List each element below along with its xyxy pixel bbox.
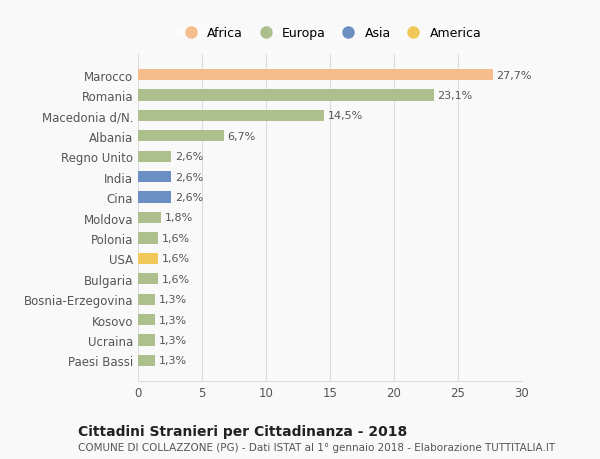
Text: 2,6%: 2,6%: [175, 193, 203, 203]
Bar: [138, 111, 323, 122]
Bar: [138, 294, 155, 305]
Bar: [138, 213, 161, 224]
Text: 2,6%: 2,6%: [175, 152, 203, 162]
Bar: [138, 172, 171, 183]
Text: 23,1%: 23,1%: [437, 91, 473, 101]
Bar: [138, 90, 434, 101]
Legend: Africa, Europa, Asia, America: Africa, Europa, Asia, America: [173, 22, 487, 45]
Text: 1,3%: 1,3%: [158, 335, 187, 345]
Bar: [138, 335, 155, 346]
Bar: [138, 70, 493, 81]
Text: 1,3%: 1,3%: [158, 315, 187, 325]
Bar: [138, 355, 155, 366]
Bar: [138, 253, 158, 264]
Bar: [138, 192, 171, 203]
Text: 1,6%: 1,6%: [163, 233, 190, 243]
Bar: [138, 151, 171, 162]
Bar: [138, 274, 158, 285]
Text: 1,3%: 1,3%: [158, 295, 187, 304]
Text: Cittadini Stranieri per Cittadinanza - 2018: Cittadini Stranieri per Cittadinanza - 2…: [78, 425, 407, 438]
Text: 1,3%: 1,3%: [158, 356, 187, 365]
Text: 14,5%: 14,5%: [328, 111, 362, 121]
Text: 1,6%: 1,6%: [163, 254, 190, 264]
Text: 1,8%: 1,8%: [165, 213, 193, 223]
Bar: [138, 314, 155, 325]
Text: 2,6%: 2,6%: [175, 172, 203, 182]
Text: COMUNE DI COLLAZZONE (PG) - Dati ISTAT al 1° gennaio 2018 - Elaborazione TUTTITA: COMUNE DI COLLAZZONE (PG) - Dati ISTAT a…: [78, 442, 555, 452]
Bar: [138, 131, 224, 142]
Text: 27,7%: 27,7%: [496, 71, 532, 80]
Text: 6,7%: 6,7%: [227, 132, 256, 141]
Text: 1,6%: 1,6%: [163, 274, 190, 284]
Bar: [138, 233, 158, 244]
